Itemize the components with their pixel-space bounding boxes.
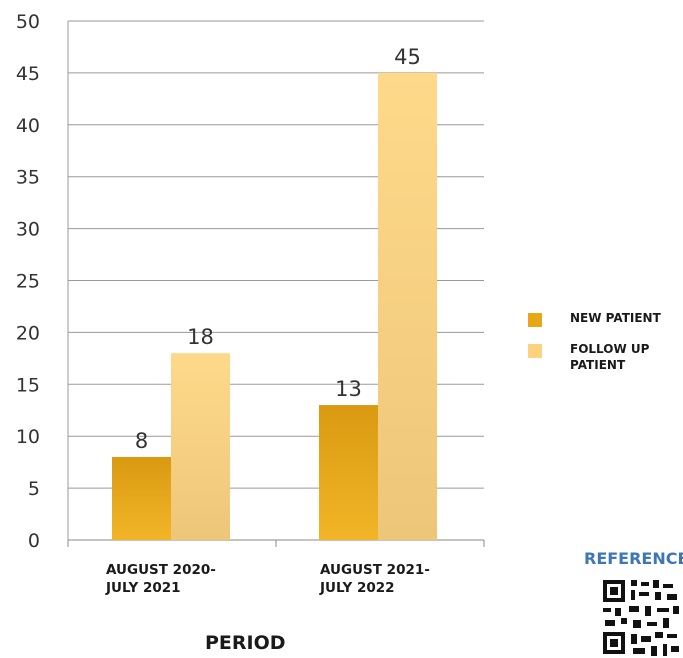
data-label: 8 xyxy=(135,429,148,453)
data-label: 18 xyxy=(187,325,214,349)
y-tick-label: 45 xyxy=(16,63,40,85)
legend-label-line: PATIENT xyxy=(570,358,626,372)
qr-code-icon xyxy=(601,578,683,658)
x-category-label: AUGUST 2021- xyxy=(320,562,430,578)
legend: NEW PATIENT FOLLOW UP PATIENT xyxy=(528,310,683,387)
data-label: 45 xyxy=(394,45,421,69)
legend-item-follow-up-patient: FOLLOW UP PATIENT xyxy=(528,341,683,373)
references-link[interactable]: REFERENCES xyxy=(584,549,683,568)
legend-label-line: NEW PATIENT xyxy=(570,311,661,325)
y-tick-label: 30 xyxy=(16,219,40,241)
x-axis-title: PERIOD xyxy=(205,632,286,654)
y-tick-label: 15 xyxy=(16,374,40,396)
y-tick-label: 0 xyxy=(28,530,40,552)
legend-item-new-patient: NEW PATIENT xyxy=(528,310,683,327)
x-axis-categories: AUGUST 2020- JULY 2021 AUGUST 2021- JULY 20… xyxy=(105,562,430,596)
legend-label-line: FOLLOW UP xyxy=(570,342,650,356)
y-tick-label: 20 xyxy=(16,322,40,344)
legend-label-new-patient: NEW PATIENT xyxy=(570,310,680,326)
y-tick-label: 50 xyxy=(16,11,40,33)
bar-follow-up-patient xyxy=(378,72,437,541)
legend-label-follow-up-patient: FOLLOW UP PATIENT xyxy=(570,341,680,373)
x-category-label: JULY 2022 xyxy=(319,580,395,596)
y-tick-label: 40 xyxy=(16,115,40,137)
bars xyxy=(112,72,437,541)
data-label: 13 xyxy=(335,377,362,401)
bar-new-patient xyxy=(112,456,171,540)
y-tick-label: 35 xyxy=(16,167,40,189)
legend-swatch-follow-up-patient xyxy=(528,344,542,358)
x-category-label: JULY 2021 xyxy=(105,580,181,596)
legend-swatch-new-patient xyxy=(528,313,542,327)
bar-follow-up-patient xyxy=(171,353,230,540)
x-category-label: AUGUST 2020- xyxy=(106,562,216,578)
y-axis-ticks: 0 5 10 15 20 25 30 35 40 45 50 xyxy=(16,11,40,552)
bar-new-patient xyxy=(319,405,378,540)
y-tick-label: 10 xyxy=(16,426,40,448)
y-tick-label: 5 xyxy=(28,478,40,500)
y-tick-label: 25 xyxy=(16,271,40,293)
data-labels: 8 18 13 45 xyxy=(135,45,421,453)
